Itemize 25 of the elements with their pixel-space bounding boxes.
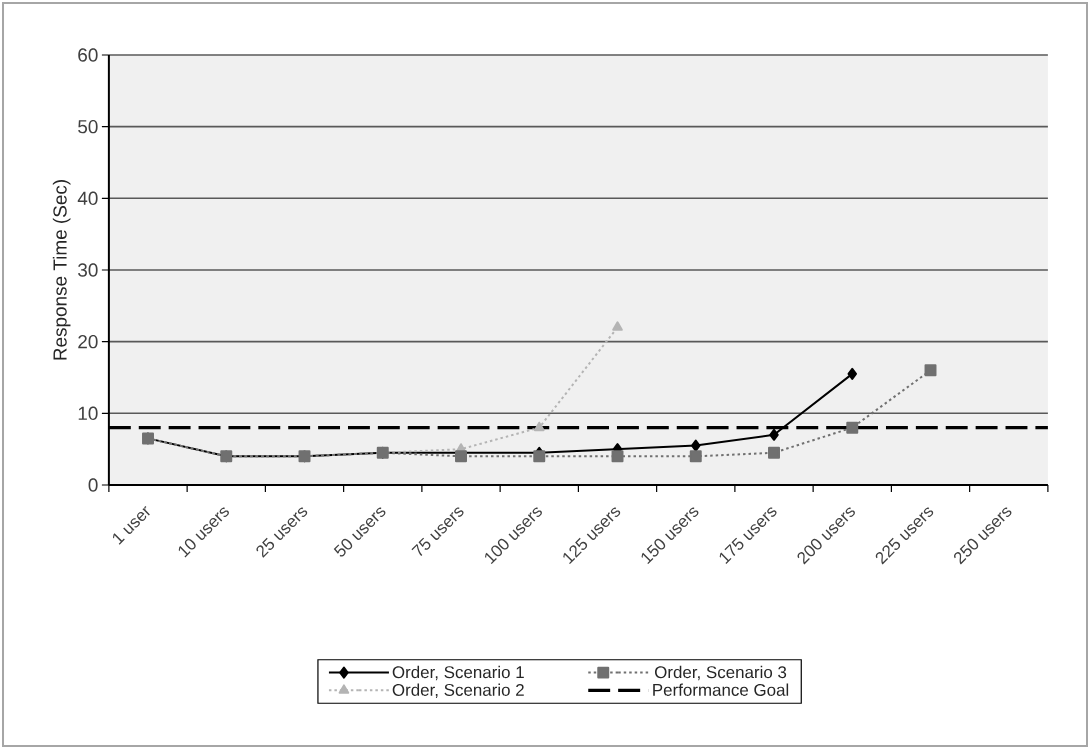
- legend-label: Order, Scenario 2: [392, 683, 524, 698]
- point: [691, 439, 701, 452]
- y-tick-label: 60: [78, 48, 98, 62]
- point: [455, 450, 467, 463]
- point: [924, 364, 937, 377]
- legend-label: Order, Scenario 3: [654, 665, 787, 681]
- point: [768, 446, 780, 459]
- legend-label: Performance Goal: [653, 683, 789, 696]
- point: [846, 421, 859, 434]
- point: [847, 367, 857, 380]
- point: [611, 450, 624, 463]
- y-tick-label: 30: [78, 263, 98, 277]
- y-tick-label: 50: [78, 119, 98, 134]
- point: [612, 321, 623, 331]
- y-tick-label: 40: [77, 191, 98, 206]
- legend-label: Order, Scenario 1: [392, 665, 524, 681]
- y-tick-label: 10: [78, 406, 98, 421]
- point: [689, 450, 702, 463]
- y-tick-label: 0: [88, 478, 98, 492]
- point: [533, 421, 545, 432]
- point: [769, 428, 779, 441]
- y-axis-title: Response Time (Sec): [52, 180, 71, 360]
- x-tick-label: 1 user: [112, 506, 150, 545]
- y-tick-label: 20: [78, 334, 98, 349]
- point: [533, 450, 546, 463]
